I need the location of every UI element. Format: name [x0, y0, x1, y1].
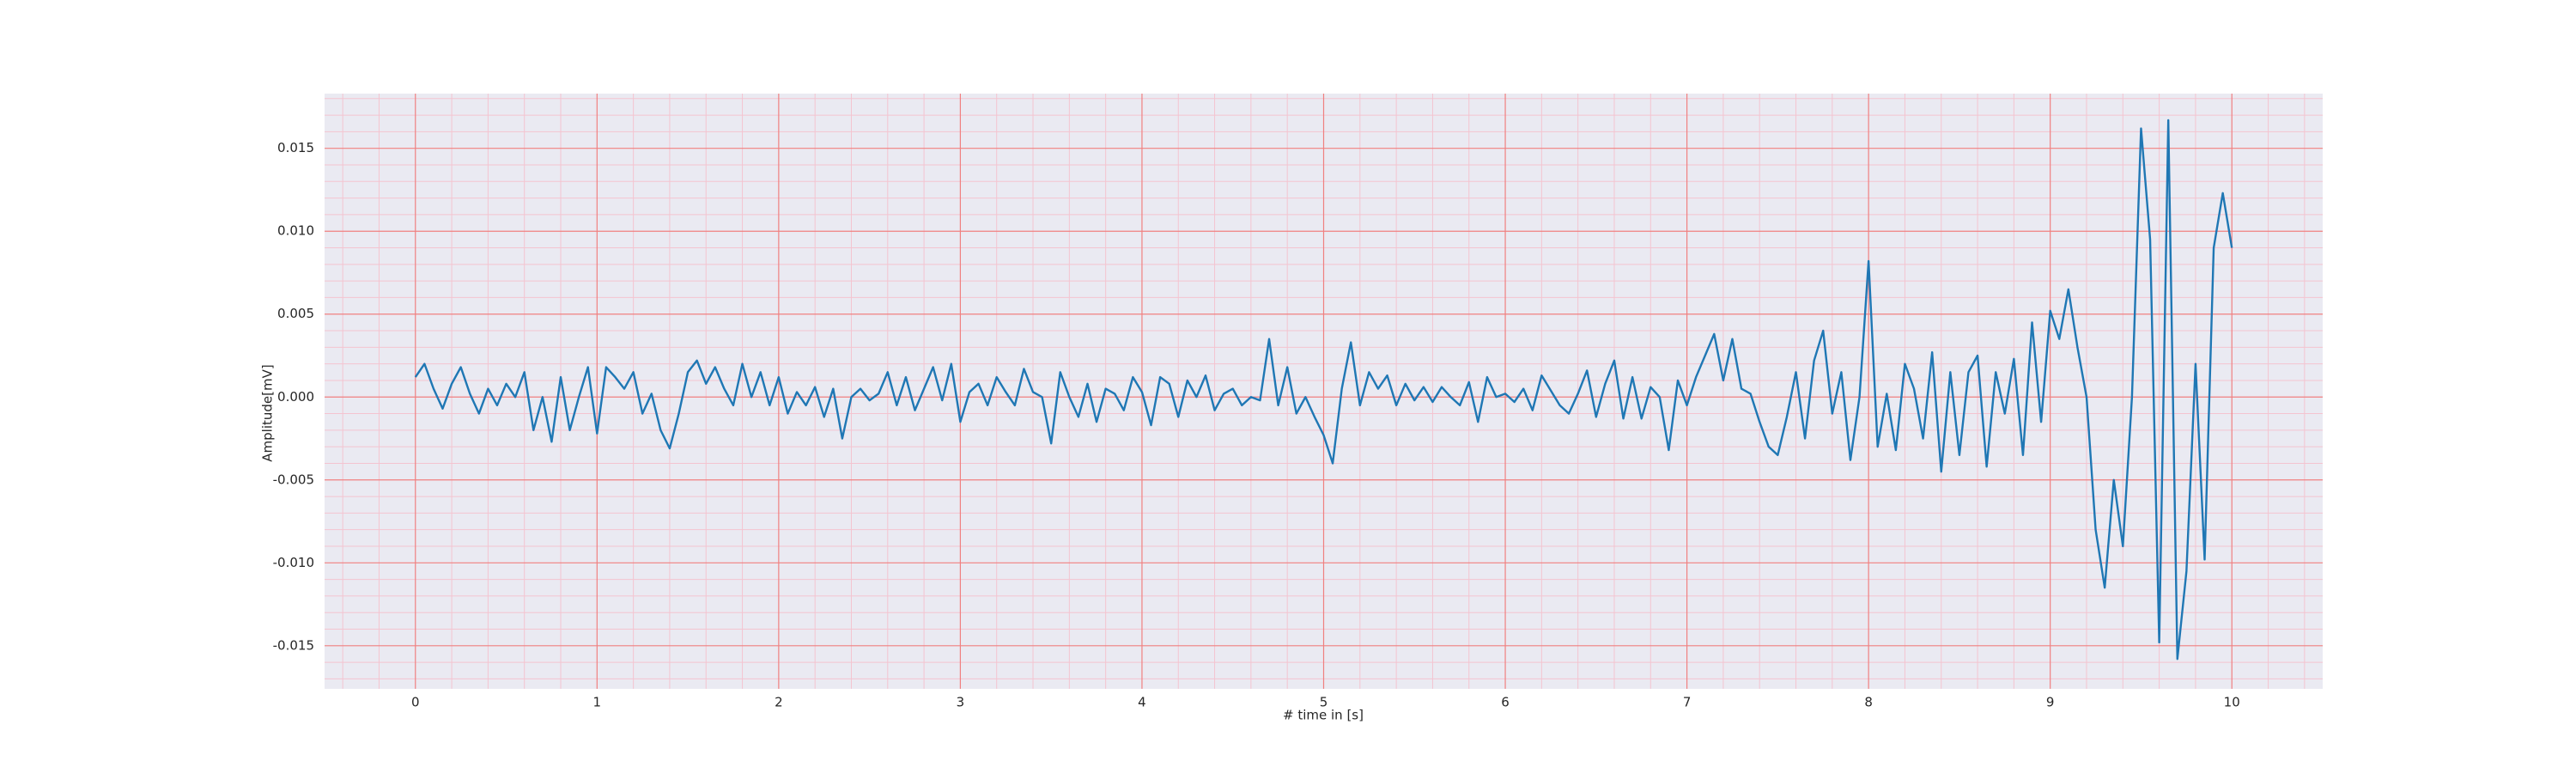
y-tick-label: 0.005 — [277, 306, 314, 321]
y-tick-label: 0.015 — [277, 140, 314, 155]
y-tick-label: 0.010 — [277, 223, 314, 239]
x-tick-label: 2 — [775, 695, 783, 710]
y-tick-label: -0.005 — [273, 472, 314, 487]
x-tick-label: 0 — [411, 695, 420, 710]
x-tick-label: 1 — [593, 695, 602, 710]
x-tick-label: 10 — [2224, 695, 2240, 710]
signal-line — [414, 119, 2233, 660]
x-tick-label: 8 — [1864, 695, 1873, 710]
y-tick-label: -0.015 — [273, 637, 314, 653]
y-tick-label: -0.010 — [273, 555, 314, 570]
x-tick-label: 3 — [957, 695, 965, 710]
y-axis-label: Amplitude[mV] — [260, 364, 276, 461]
x-tick-label: 5 — [1320, 695, 1328, 710]
y-tick-label: 0.000 — [277, 389, 314, 405]
x-tick-label: 6 — [1501, 695, 1510, 710]
x-tick-label: 4 — [1138, 695, 1146, 710]
x-tick-label: 7 — [1683, 695, 1692, 710]
x-axis-label: # time in [s] — [1283, 708, 1364, 723]
x-tick-label: 9 — [2046, 695, 2055, 710]
